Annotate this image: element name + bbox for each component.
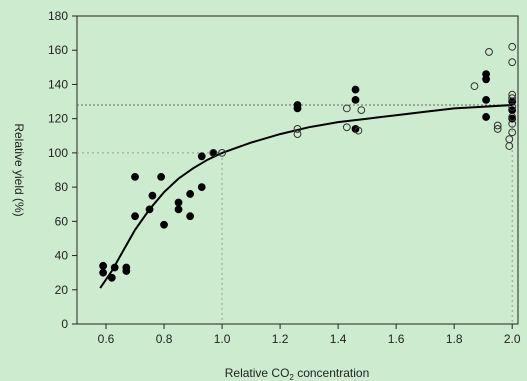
data-point-open (508, 128, 517, 137)
axis-ticks: 0.6 0.8 1.0 1.2 1.4 1.6 1.8 2.0 0 20 40 60 80 100 120 1… (48, 9, 521, 346)
data-point-filled (174, 205, 183, 214)
data-point-open (508, 102, 517, 111)
y-tick-label: 0 (61, 317, 68, 331)
data-point-open (508, 94, 517, 103)
data-point-filled (131, 172, 139, 181)
data-point-filled (351, 95, 360, 104)
y-tick-label: 60 (55, 214, 69, 228)
data-points (99, 42, 517, 282)
data-point-open (354, 126, 363, 135)
data-point-filled (145, 205, 154, 214)
y-tick-label: 20 (55, 283, 69, 297)
data-point-filled (174, 198, 183, 207)
data-point-open (508, 42, 517, 51)
data-point-open (342, 123, 351, 132)
y-tick-label: 100 (48, 146, 68, 160)
data-point-open (508, 113, 517, 121)
data-point-filled (157, 172, 166, 181)
data-point-filled (99, 268, 108, 277)
y-tick-label: 180 (48, 9, 68, 23)
x-tick-label: 0.6 (98, 332, 115, 346)
x-tick-label: 2.0 (504, 332, 521, 346)
data-point-filled (186, 212, 195, 221)
data-point-open (493, 121, 502, 130)
data-point-open (293, 130, 302, 138)
data-point-filled (122, 263, 131, 272)
data-point-open (293, 125, 302, 133)
y-tick-label: 80 (55, 180, 69, 194)
y-axis-label: Relative yield (%) (12, 123, 26, 216)
data-point-filled (482, 113, 490, 121)
data-point-filled (197, 152, 206, 161)
data-point-filled (197, 183, 206, 192)
data-point-filled (148, 191, 157, 200)
data-point-open (470, 82, 479, 91)
y-tick-label: 160 (48, 43, 68, 57)
data-point-open (505, 142, 514, 150)
data-point-filled (99, 261, 108, 270)
data-point-filled (131, 212, 139, 221)
data-point-open (508, 90, 517, 99)
x-tick-label: 1.2 (272, 332, 289, 346)
x-tick-label: 1.4 (330, 332, 347, 346)
data-point-open (342, 104, 351, 113)
data-point-filled (293, 101, 302, 109)
x-tick-label: 1.8 (446, 332, 463, 346)
x-axis-label: Relative CO2 concentration (225, 366, 370, 381)
data-point-open (218, 148, 226, 157)
data-point-open (505, 135, 514, 144)
data-point-filled (186, 190, 195, 198)
data-point-filled (160, 220, 168, 229)
y-tick-label: 40 (55, 249, 69, 263)
data-point-filled (110, 263, 119, 272)
x-tick-label: 0.8 (156, 332, 173, 346)
y-tick-label: 140 (48, 77, 68, 91)
data-point-open (493, 125, 502, 133)
plot-area (76, 15, 519, 325)
x-tick-label: 1.0 (214, 332, 231, 346)
data-point-open (508, 58, 517, 67)
x-tick-label: 1.6 (388, 332, 405, 346)
fit-curve (99, 104, 513, 289)
data-point-open (485, 48, 493, 56)
data-point-open (357, 106, 366, 115)
data-point-filled (107, 273, 116, 282)
data-point-filled (482, 95, 490, 104)
fit-curve-group (99, 104, 513, 289)
data-point-filled (482, 70, 490, 79)
y-tick-label: 120 (48, 112, 68, 126)
data-point-filled (351, 85, 360, 94)
data-point-open (209, 148, 218, 157)
